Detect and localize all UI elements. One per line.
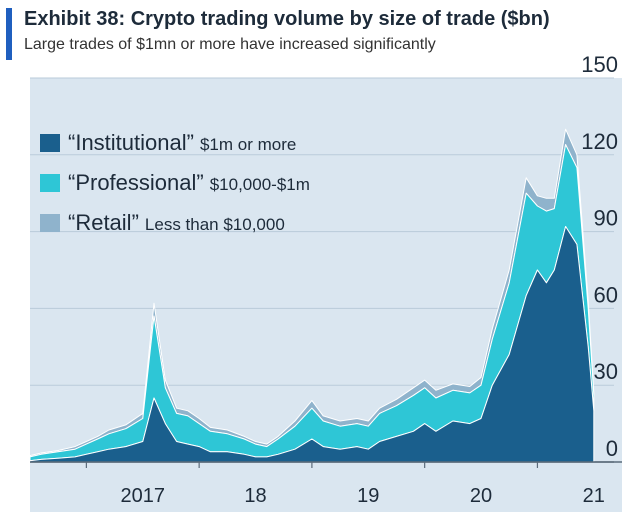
y-tick-label: 150 — [581, 52, 618, 77]
legend-item-institutional: “Institutional” $1m or more — [40, 130, 296, 156]
chart-subtitle: Large trades of $1mn or more have increa… — [24, 36, 436, 53]
y-tick-label: 60 — [594, 282, 618, 307]
y-tick-label: 30 — [594, 359, 618, 384]
legend-swatch-retail — [40, 214, 60, 232]
legend-swatch-professional — [40, 174, 60, 192]
y-axis: 0 30 60 90 120 150 — [581, 52, 618, 461]
legend-swatch-institutional — [40, 134, 60, 152]
legend-item-professional: “Professional” $10,000-$1m — [40, 170, 310, 196]
legend-desc-professional: $10,000-$1m — [209, 175, 310, 194]
legend-label-retail: “Retail” — [68, 210, 139, 235]
x-tick-label: 18 — [244, 485, 266, 507]
x-tick-label: 2017 — [121, 485, 166, 507]
chart-title: Exhibit 38: Crypto trading volume by siz… — [24, 8, 550, 30]
legend-desc-retail: Less than $10,000 — [144, 215, 285, 234]
y-tick-label: 0 — [606, 436, 618, 461]
y-tick-label: 90 — [594, 206, 618, 231]
x-tick-label: 21 — [583, 485, 605, 507]
x-tick-label: 19 — [357, 485, 379, 507]
legend-label-professional: “Professional” — [68, 170, 204, 195]
legend-label-institutional: “Institutional” — [68, 130, 194, 155]
accent-bar — [6, 8, 12, 60]
legend-desc-institutional: $1m or more — [199, 135, 297, 154]
legend-item-retail: “Retail” Less than $10,000 — [40, 210, 285, 236]
x-axis: 2017 18 19 20 21 — [30, 461, 622, 507]
x-tick-label: 20 — [470, 485, 492, 507]
y-tick-label: 120 — [581, 129, 618, 154]
